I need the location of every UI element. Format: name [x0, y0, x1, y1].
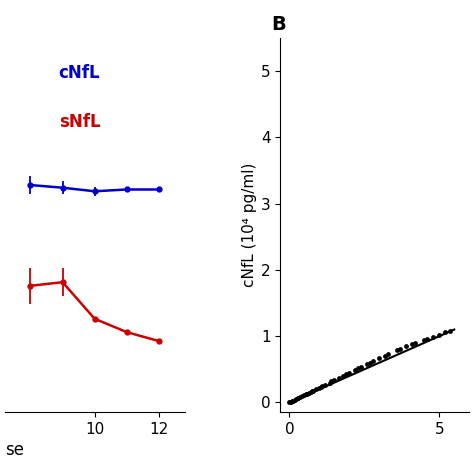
Point [357, 363, 365, 371]
Point [420, 337, 428, 344]
Point [321, 381, 329, 388]
Point [382, 352, 389, 360]
Point [335, 374, 343, 382]
Point [286, 398, 294, 406]
Point [310, 387, 317, 394]
Point [423, 335, 431, 343]
Point [286, 399, 293, 406]
Y-axis label: cNfL (10⁴ pg/ml): cNfL (10⁴ pg/ml) [242, 163, 257, 287]
Point [355, 364, 362, 372]
Point [288, 398, 296, 405]
Point [352, 366, 359, 374]
Point [330, 376, 338, 384]
Point [302, 391, 310, 398]
Point [346, 369, 353, 377]
Point [295, 394, 302, 401]
Point [441, 328, 449, 336]
Point [319, 383, 326, 390]
Point [289, 397, 297, 405]
Point [393, 346, 401, 354]
Point [303, 390, 310, 398]
Point [366, 359, 374, 366]
Point [296, 393, 304, 401]
Point [317, 383, 325, 391]
Point [298, 392, 306, 400]
Point [292, 395, 300, 403]
Point [429, 334, 437, 341]
Point [316, 384, 323, 392]
Point [384, 350, 392, 358]
Point [307, 388, 315, 396]
Point [294, 394, 301, 402]
Point [375, 354, 383, 362]
Point [446, 327, 454, 335]
Point [339, 372, 347, 380]
Point [291, 396, 299, 403]
Point [402, 342, 410, 350]
Point [343, 370, 350, 378]
Point [364, 360, 371, 368]
Point [397, 346, 404, 353]
Point [301, 392, 308, 399]
Point [308, 387, 316, 395]
X-axis label: se: se [5, 441, 24, 459]
Point [411, 339, 419, 347]
Text: sNfL: sNfL [59, 113, 100, 131]
Point [370, 357, 377, 365]
Text: cNfL: cNfL [59, 64, 100, 82]
Point [409, 341, 416, 348]
Point [436, 331, 443, 338]
Point [287, 398, 295, 406]
Point [326, 379, 334, 386]
Text: B: B [271, 16, 286, 35]
Point [328, 377, 335, 385]
Point [305, 389, 313, 397]
Point [313, 385, 320, 393]
